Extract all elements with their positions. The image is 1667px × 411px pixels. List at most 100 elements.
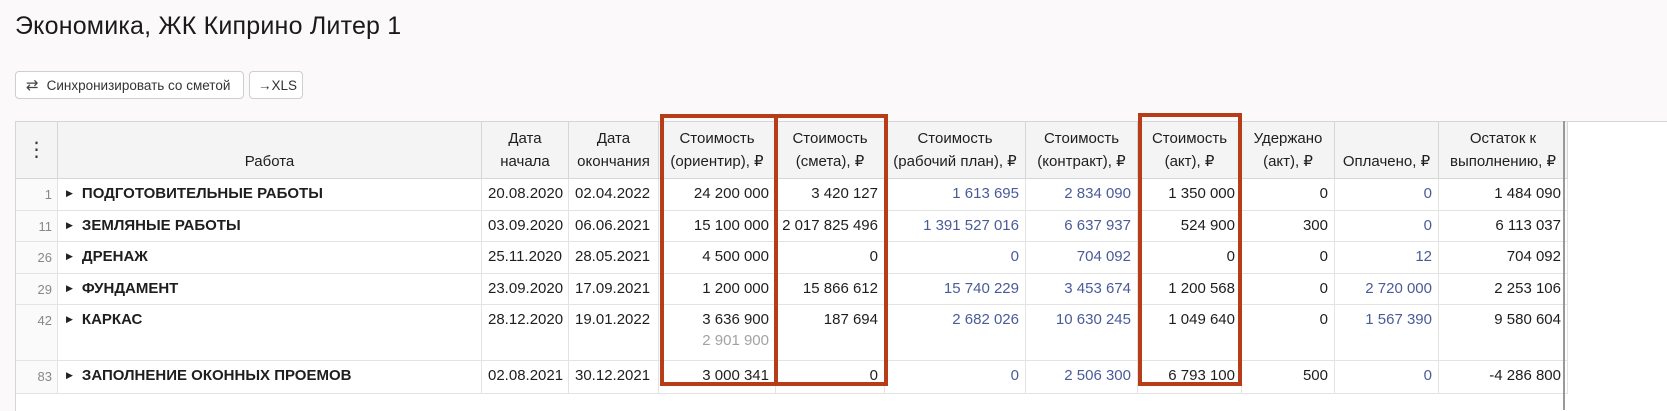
header-col-held-act[interactable]: Удержано (акт), ₽ — [1242, 122, 1335, 178]
cost-act-value: 1 049 640 — [1168, 311, 1235, 328]
held-act-value: 300 — [1302, 217, 1328, 234]
expand-caret-icon[interactable]: ▶ — [66, 370, 73, 380]
header-col-cost-act[interactable]: Стоимость (акт), ₽ — [1138, 122, 1242, 178]
held-act-value: 0 — [1319, 280, 1328, 297]
start-date-value: 20.08.2020 — [488, 185, 564, 202]
start-date-value: 28.12.2020 — [488, 311, 564, 328]
row-number-value: 26 — [37, 250, 52, 265]
table-row[interactable]: 1 ▶ ПОДГОТОВИТЕЛЬНЫЕ РАБОТЫ 20.08.2020 02.04… — [16, 179, 1568, 211]
cell-cost-act: 524 900 — [1138, 211, 1242, 241]
cell-held-act: 0 — [1242, 242, 1335, 273]
header-col-start-date[interactable]: Дата начала — [482, 122, 569, 178]
cell-cost-orient: 3 636 900 2 901 900 — [659, 305, 776, 360]
cell-cost-plan[interactable]: 0 — [885, 361, 1026, 393]
paid-value: 1 567 390 — [1365, 311, 1432, 328]
cell-cost-plan[interactable]: 15 740 229 — [885, 274, 1026, 304]
cell-remaining: 704 092 — [1439, 242, 1568, 273]
header-label: Удержано (акт), ₽ — [1253, 130, 1323, 170]
row-number-value: 83 — [37, 369, 52, 384]
table-row[interactable]: 42 ▶ КАРКАС 28.12.2020 19.01.2022 3 636 900 2 … — [16, 305, 1568, 361]
cell-paid[interactable]: 1 567 390 — [1335, 305, 1439, 360]
cost-orient-value: 3 636 900 — [702, 311, 769, 328]
cost-act-value: 524 900 — [1180, 217, 1235, 234]
cost-orient-value: 15 100 000 — [693, 217, 769, 234]
header-col-cost-smeta[interactable]: Стоимость (смета), ₽ — [776, 122, 885, 178]
remaining-value: 2 253 106 — [1494, 280, 1561, 297]
header-col-remaining[interactable]: Остаток к выполнению, ₽ — [1439, 122, 1568, 178]
header-col-end-date[interactable]: Дата окончания — [569, 122, 659, 178]
cell-paid[interactable]: 0 — [1335, 211, 1439, 241]
cell-cost-plan[interactable]: 0 — [885, 242, 1026, 273]
cell-cost-act: 1 049 640 — [1138, 305, 1242, 360]
header-col-cost-orient[interactable]: Стоимость (ориентир), ₽ — [659, 122, 776, 178]
cell-cost-plan[interactable]: 1 613 695 — [885, 179, 1026, 210]
header-label: Стоимость (контракт), ₽ — [1037, 130, 1126, 170]
header-col-work[interactable]: Работа — [58, 122, 482, 178]
kebab-menu-icon: ⋮ — [26, 138, 47, 161]
cost-contract-value: 2 834 090 — [1064, 185, 1131, 202]
sync-button-label: Синхронизировать со сметой — [46, 77, 231, 93]
cell-work-name: ▶ ПОДГОТОВИТЕЛЬНЫЕ РАБОТЫ — [58, 179, 482, 210]
work-name-value: ЗЕМЛЯНЫЕ РАБОТЫ — [81, 217, 241, 234]
row-number-value: 11 — [38, 219, 53, 234]
header-col-cost-plan[interactable]: Стоимость (рабочий план), ₽ — [885, 122, 1026, 178]
export-xls-button[interactable]: →XLS — [249, 71, 303, 99]
sync-with-estimate-button[interactable]: ⇄ Синхронизировать со сметой — [15, 71, 244, 99]
cell-paid[interactable]: 0 — [1335, 179, 1439, 210]
table-row[interactable]: 29 ▶ ФУНДАМЕНТ 23.09.2020 17.09.2021 1 200 00… — [16, 274, 1568, 305]
cell-row-number: 11 — [16, 211, 58, 241]
row-number-value: 1 — [44, 187, 52, 202]
table-row[interactable]: 11 ▶ ЗЕМЛЯНЫЕ РАБОТЫ 03.09.2020 06.06.2021 15… — [16, 211, 1568, 242]
expand-caret-icon[interactable]: ▶ — [66, 283, 73, 293]
expand-caret-icon[interactable]: ▶ — [66, 314, 73, 324]
table-row[interactable]: 26 ▶ ДРЕНАЖ 25.11.2020 28.05.2021 4 500 000 0 0… — [16, 242, 1568, 274]
paid-value: 12 — [1415, 248, 1432, 265]
cell-cost-contract[interactable]: 2 834 090 — [1026, 179, 1138, 210]
table-row[interactable]: 83 ▶ ЗАПОЛНЕНИЕ ОКОННЫХ ПРОЕМОВ 02.08.2021 3… — [16, 361, 1568, 394]
cell-cost-smeta: 187 694 — [776, 305, 885, 360]
cell-paid[interactable]: 2 720 000 — [1335, 274, 1439, 304]
cost-smeta-value: 2 017 825 496 — [782, 217, 878, 234]
cell-paid[interactable]: 0 — [1335, 361, 1439, 393]
cell-remaining: 2 253 106 — [1439, 274, 1568, 304]
cell-cost-contract[interactable]: 704 092 — [1026, 242, 1138, 273]
cell-row-number: 83 — [16, 361, 58, 393]
end-date-value: 19.01.2022 — [575, 311, 651, 328]
cost-act-value: 6 793 100 — [1168, 367, 1235, 384]
cell-cost-act: 0 — [1138, 242, 1242, 273]
cost-plan-value: 0 — [1010, 248, 1019, 265]
cell-cost-contract[interactable]: 10 630 245 — [1026, 305, 1138, 360]
header-col-paid[interactable]: Оплачено, ₽ — [1335, 122, 1439, 178]
cell-cost-smeta: 0 — [776, 242, 885, 273]
expand-caret-icon[interactable]: ▶ — [66, 251, 73, 261]
cell-cost-contract[interactable]: 3 453 674 — [1026, 274, 1138, 304]
work-name-value: ФУНДАМЕНТ — [81, 280, 179, 297]
held-act-value: 500 — [1302, 367, 1328, 384]
cell-paid[interactable]: 12 — [1335, 242, 1439, 273]
cell-cost-contract[interactable]: 2 506 300 — [1026, 361, 1138, 393]
cell-work-name: ▶ ЗАПОЛНЕНИЕ ОКОННЫХ ПРОЕМОВ — [58, 361, 482, 393]
work-name-value: КАРКАС — [81, 311, 143, 328]
page-title: Экономика, ЖК Киприно Литер 1 — [15, 12, 402, 40]
column-menu-button[interactable]: ⋮ — [16, 122, 58, 178]
start-date-value: 23.09.2020 — [488, 280, 564, 297]
economics-table: ⋮ Работа Дата начала Дата окончания Стоимост… — [15, 121, 1667, 411]
remaining-value: 6 113 037 — [1495, 217, 1561, 234]
work-name-value: ПОДГОТОВИТЕЛЬНЫЕ РАБОТЫ — [81, 185, 323, 202]
cell-end-date: 30.12.2021 — [569, 361, 659, 393]
vertical-scrollbar[interactable] — [1563, 121, 1565, 410]
expand-caret-icon[interactable]: ▶ — [66, 188, 73, 198]
cost-orient-secondary-value: 2 901 900 — [702, 332, 769, 349]
remaining-value: -4 286 800 — [1489, 367, 1561, 384]
cell-cost-contract[interactable]: 6 637 937 — [1026, 211, 1138, 241]
cell-cost-plan[interactable]: 2 682 026 — [885, 305, 1026, 360]
row-number-value: 42 — [37, 313, 52, 328]
cell-cost-plan[interactable]: 1 391 527 016 — [885, 211, 1026, 241]
held-act-value: 0 — [1319, 248, 1328, 265]
cell-remaining: 6 113 037 — [1439, 211, 1568, 241]
cost-act-value: 1 350 000 — [1168, 185, 1235, 202]
header-col-cost-contract[interactable]: Стоимость (контракт), ₽ — [1026, 122, 1138, 178]
expand-caret-icon[interactable]: ▶ — [66, 220, 73, 230]
end-date-value: 02.04.2022 — [575, 185, 651, 202]
held-act-value: 0 — [1319, 185, 1328, 202]
